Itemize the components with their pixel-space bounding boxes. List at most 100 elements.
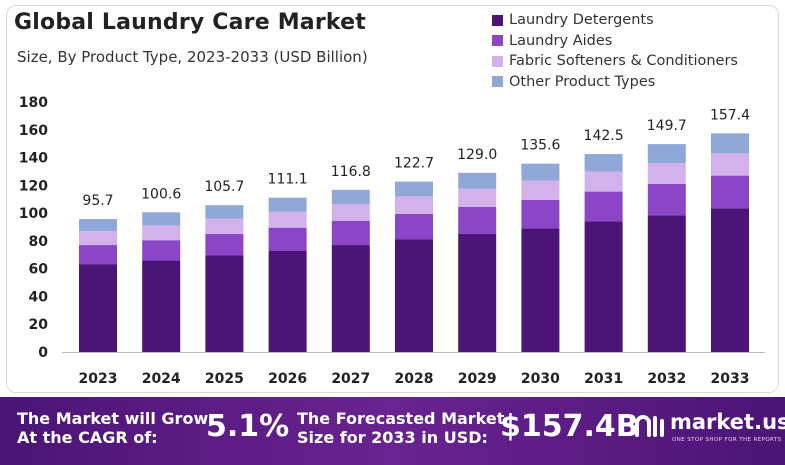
bar-segment-0 <box>711 208 749 352</box>
y-tick-label: 180 <box>19 95 48 111</box>
cagr-label: The Market will Grow At the CAGR of: <box>17 409 208 447</box>
cagr-value: 5.1% <box>206 409 290 444</box>
bar-total-label: 157.4 <box>710 107 750 123</box>
brand-name: market.us <box>670 410 785 434</box>
cagr-label-line1: The Market will Grow <box>17 409 209 428</box>
x-tick-label: 2024 <box>142 371 181 387</box>
forecast-value: $157.4B <box>500 409 639 444</box>
x-tick-label: 2026 <box>268 371 307 387</box>
chart-title: Global Laundry Care Market <box>14 10 366 35</box>
x-tick-label: 2032 <box>647 371 686 387</box>
x-tick-label: 2033 <box>711 371 750 387</box>
y-tick-label: 80 <box>29 234 49 250</box>
cagr-label-line2: At the CAGR of: <box>17 428 158 447</box>
bar-total-label: 149.7 <box>647 118 687 134</box>
stacked-bar-chart: 0 20 40 60 80 100 120 140 160 180 95.7 2023 100.6 202… <box>19 95 765 387</box>
bar-segment-2 <box>331 204 370 221</box>
bar-segment-0 <box>647 215 686 352</box>
bar-segment-3 <box>458 172 497 189</box>
bar-segment-1 <box>521 199 560 229</box>
legend-item: Laundry Aides <box>492 31 738 52</box>
bar-segment-0 <box>395 239 433 352</box>
y-tick-label: 20 <box>29 317 49 333</box>
legend-label: Other Product Types <box>509 73 656 90</box>
y-tick-label: 120 <box>19 178 48 194</box>
y-tick-label: 0 <box>38 345 48 361</box>
bar-segment-2 <box>268 211 307 228</box>
bar-segment-1 <box>79 245 117 265</box>
x-tick-label: 2027 <box>331 371 370 387</box>
bar-total-label: 129.0 <box>457 147 497 163</box>
market-us-logo-icon <box>635 415 664 437</box>
y-tick-label: 160 <box>19 123 48 139</box>
bar-total-label: 116.8 <box>331 164 371 180</box>
bar-segment-2 <box>711 153 749 176</box>
legend-item: Fabric Softeners & Conditioners <box>492 51 738 72</box>
bar-segment-1 <box>205 233 244 256</box>
x-tick-label: 2028 <box>395 371 434 387</box>
bar-segment-2 <box>79 231 117 246</box>
bar-segment-0 <box>521 228 560 352</box>
bar-segment-2 <box>521 180 560 200</box>
x-tick-label: 2023 <box>79 371 118 387</box>
bar-total-label: 111.1 <box>268 172 308 188</box>
bar-segment-1 <box>584 191 623 222</box>
bar-segment-0 <box>79 264 117 352</box>
bar-segment-2 <box>584 171 623 192</box>
bar-segment-0 <box>142 260 181 352</box>
bar-segment-0 <box>331 245 370 352</box>
bar-segment-3 <box>647 144 686 164</box>
bar-segment-0 <box>268 250 307 352</box>
bar-segment-1 <box>458 206 497 234</box>
bar-segment-3 <box>521 163 560 181</box>
legend-label: Laundry Detergents <box>509 12 654 29</box>
bar-segment-1 <box>711 175 749 209</box>
bar-segment-2 <box>205 218 244 234</box>
bar-segment-1 <box>331 220 370 246</box>
forecast-label-line2: Size for 2033 in USD: <box>297 428 488 447</box>
bar-segment-1 <box>142 240 181 261</box>
bar-segment-3 <box>268 197 307 212</box>
bar-segment-2 <box>142 225 181 241</box>
legend: Laundry Detergents Laundry Aides Fabric … <box>492 10 738 92</box>
forecast-label-line1: The Forecasted Market <box>297 409 505 428</box>
y-tick-label: 60 <box>29 262 49 278</box>
chart-subtitle: Size, By Product Type, 2023-2033 (USD Bi… <box>17 48 368 66</box>
legend-swatch <box>492 35 503 47</box>
footer-banner: The Market will Grow At the CAGR of: 5.1… <box>0 397 785 465</box>
legend-label: Fabric Softeners & Conditioners <box>509 53 738 70</box>
bar-total-label: 135.6 <box>520 138 560 154</box>
bar-segment-0 <box>458 233 497 352</box>
bar-total-label: 122.7 <box>394 156 434 172</box>
bar-segment-3 <box>142 212 181 226</box>
x-tick-label: 2029 <box>458 371 497 387</box>
bar-segment-1 <box>268 227 307 251</box>
legend-label: Laundry Aides <box>509 32 613 49</box>
bar-segment-0 <box>584 221 623 352</box>
x-tick-label: 2025 <box>205 371 244 387</box>
x-tick-label: 2030 <box>521 371 560 387</box>
y-tick-label: 100 <box>19 206 48 222</box>
y-tick-label: 40 <box>29 289 49 305</box>
bar-segment-3 <box>395 181 433 197</box>
bar-segment-3 <box>331 189 370 205</box>
legend-swatch <box>492 14 503 26</box>
bar-total-label: 95.7 <box>82 193 113 209</box>
bar-total-label: 100.6 <box>141 186 181 202</box>
bar-segment-0 <box>205 255 244 352</box>
legend-swatch <box>492 76 503 88</box>
forecast-label: The Forecasted Market Size for 2033 in U… <box>297 409 504 447</box>
legend-item: Other Product Types <box>492 72 738 93</box>
bar-total-label: 105.7 <box>204 179 244 195</box>
bar-segment-2 <box>395 196 433 214</box>
legend-swatch <box>492 55 503 67</box>
bar-segment-3 <box>79 219 117 232</box>
y-tick-label: 140 <box>19 151 48 167</box>
bar-segment-3 <box>205 205 244 219</box>
x-tick-label: 2031 <box>584 371 623 387</box>
bar-total-label: 142.5 <box>584 128 624 144</box>
bar-segment-1 <box>647 183 686 216</box>
bar-segment-1 <box>395 213 433 240</box>
legend-item: Laundry Detergents <box>492 10 738 31</box>
bar-segment-3 <box>711 133 749 154</box>
